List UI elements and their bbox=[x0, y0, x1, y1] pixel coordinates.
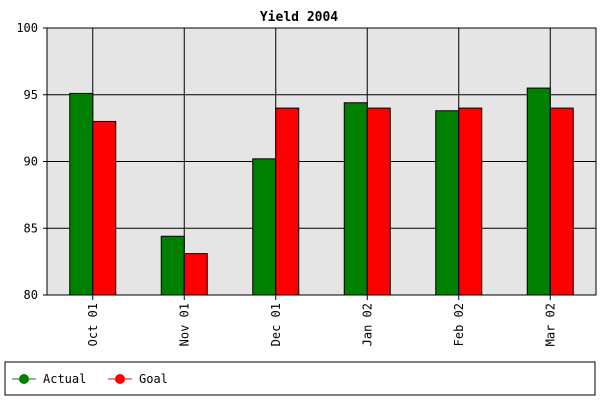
x-tick-label: Nov 01 bbox=[177, 303, 191, 346]
legend-marker-actual bbox=[19, 374, 29, 384]
y-tick-label: 80 bbox=[24, 288, 38, 302]
legend-label-actual: Actual bbox=[43, 372, 86, 386]
chart-title: Yield 2004 bbox=[260, 10, 338, 25]
bar-actual-nov-01 bbox=[160, 235, 185, 296]
y-tick-label: 85 bbox=[24, 221, 38, 235]
bar-goal-feb-02 bbox=[458, 107, 483, 296]
y-tick-label: 90 bbox=[24, 155, 38, 169]
y-tick-label: 95 bbox=[24, 88, 38, 102]
legend-marker-goal bbox=[115, 374, 125, 384]
bar-goal-jan-02 bbox=[366, 107, 391, 296]
bar-goal-nov-01 bbox=[183, 253, 208, 296]
bar-actual-oct-01 bbox=[69, 92, 94, 296]
bar-goal-dec-01 bbox=[275, 107, 300, 296]
legend-box bbox=[4, 361, 596, 396]
legend: Actual Goal bbox=[12, 372, 168, 386]
y-tick-label: 100 bbox=[16, 21, 38, 35]
bar-actual-feb-02 bbox=[435, 110, 460, 296]
x-tick-label: Oct 01 bbox=[86, 303, 100, 346]
x-axis-ticks: Oct 01 Nov 01 Dec 01 Jan 02 Feb 02 Mar 02 bbox=[86, 295, 557, 346]
bar-goal-oct-01 bbox=[92, 120, 117, 296]
bar-actual-dec-01 bbox=[252, 158, 277, 296]
x-tick-label: Dec 01 bbox=[269, 303, 283, 346]
x-tick-label: Mar 02 bbox=[543, 303, 557, 346]
x-tick-label: Jan 02 bbox=[360, 303, 374, 346]
bars bbox=[69, 87, 574, 296]
bar-actual-mar-02 bbox=[526, 87, 551, 296]
bar-actual-jan-02 bbox=[343, 102, 368, 296]
bar-goal-mar-02 bbox=[549, 107, 574, 296]
x-tick-label: Feb 02 bbox=[452, 303, 466, 346]
y-axis-ticks: 80 85 90 95 100 bbox=[16, 21, 47, 302]
legend-label-goal: Goal bbox=[139, 372, 168, 386]
